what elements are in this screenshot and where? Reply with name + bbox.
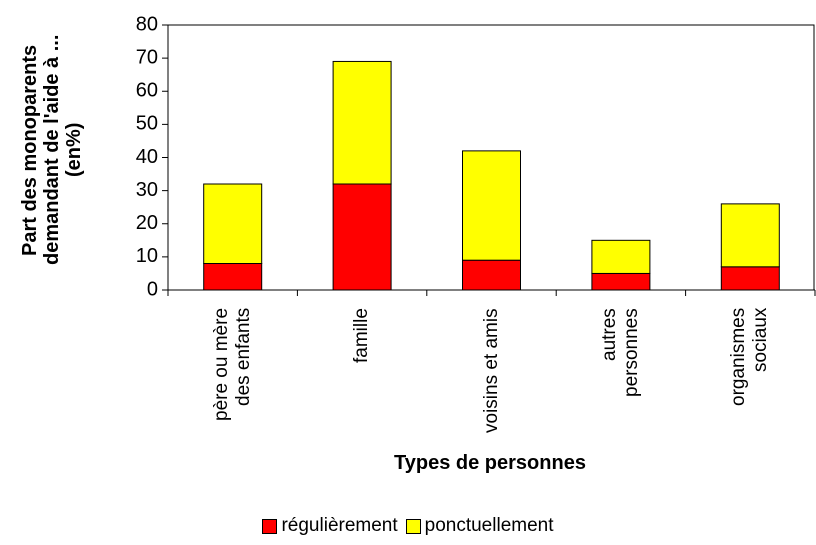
bar-segment xyxy=(720,203,780,268)
legend-label: ponctuellement xyxy=(424,515,554,536)
bar-segment xyxy=(203,183,263,264)
legend-swatch xyxy=(262,518,278,534)
x-tick-label: famille xyxy=(351,308,373,363)
y-tick-label: 30 xyxy=(136,179,158,201)
y-tick-label: 10 xyxy=(136,245,158,267)
legend-swatch xyxy=(405,518,421,534)
y-tick-label: 60 xyxy=(136,80,158,102)
y-tick-label: 40 xyxy=(136,146,158,168)
bar-segment xyxy=(591,239,651,274)
bar-segment xyxy=(203,263,263,291)
bar-segment xyxy=(462,150,521,261)
y-tick-label: 50 xyxy=(136,113,158,135)
legend-item: ponctuellement xyxy=(405,515,554,537)
y-tick-label: 20 xyxy=(136,212,158,234)
x-tick-label: voisins et amis xyxy=(480,308,502,433)
x-axis-label: Types de personnes xyxy=(394,452,586,474)
bar-segment xyxy=(332,60,392,185)
y-tick-label: 80 xyxy=(136,13,158,35)
x-tick-label: organismes sociaux xyxy=(728,308,772,407)
bar-segment xyxy=(332,183,392,291)
y-axis-label: Part des monoparents demandant de l'aide… xyxy=(19,34,85,266)
x-tick-label: père ou mère des enfants xyxy=(210,308,254,422)
bar-segment xyxy=(720,266,780,291)
bar-segment xyxy=(462,259,521,291)
legend-label: régulièrement xyxy=(281,515,398,536)
bar-segment xyxy=(591,272,651,291)
legend: régulièrement ponctuellement xyxy=(0,515,816,537)
x-tick-label: autres personnes xyxy=(598,308,642,397)
y-tick-label: 0 xyxy=(147,278,158,300)
y-tick-label: 70 xyxy=(136,46,158,68)
legend-item: régulièrement xyxy=(262,515,398,537)
